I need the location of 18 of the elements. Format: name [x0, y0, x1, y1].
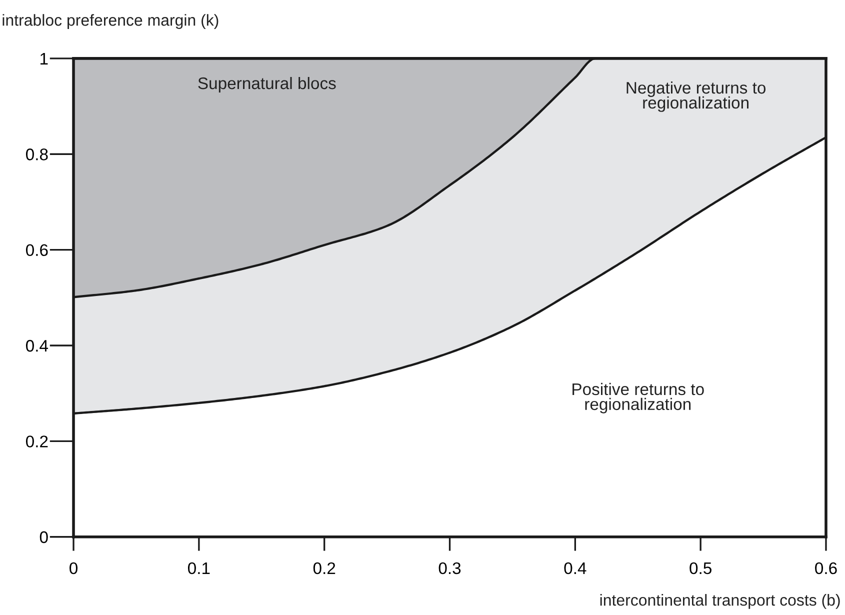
x-tick-label: 0.4	[564, 562, 586, 574]
y-tick-label: 0	[40, 531, 48, 544]
x-tick-label: 0.3	[438, 562, 461, 574]
x-tick-label: 0.5	[690, 562, 712, 574]
y-tick-label: 1	[40, 53, 48, 64]
x-tick-label: 0	[70, 562, 78, 574]
y-tick-label: 0.8	[26, 148, 48, 160]
annotation: Supernatural blocs	[198, 76, 336, 93]
annotation: Positive returns to regionalization	[572, 382, 704, 414]
annotation: Negative returns to regionalization	[626, 81, 766, 112]
y-tick-label: 0.4	[26, 340, 48, 352]
x-tick-label: 0.1	[188, 562, 210, 574]
x-tick-label: 0.2	[313, 562, 336, 574]
y-tick-label: 0.2	[26, 436, 48, 448]
x-axis-title: intercontinental transport costs (b)	[600, 594, 840, 609]
x-tick-label: 0.6	[815, 562, 837, 574]
y-axis-title: intrabloc preference margin (k)	[2, 14, 218, 29]
y-tick-label: 0.6	[26, 244, 48, 256]
